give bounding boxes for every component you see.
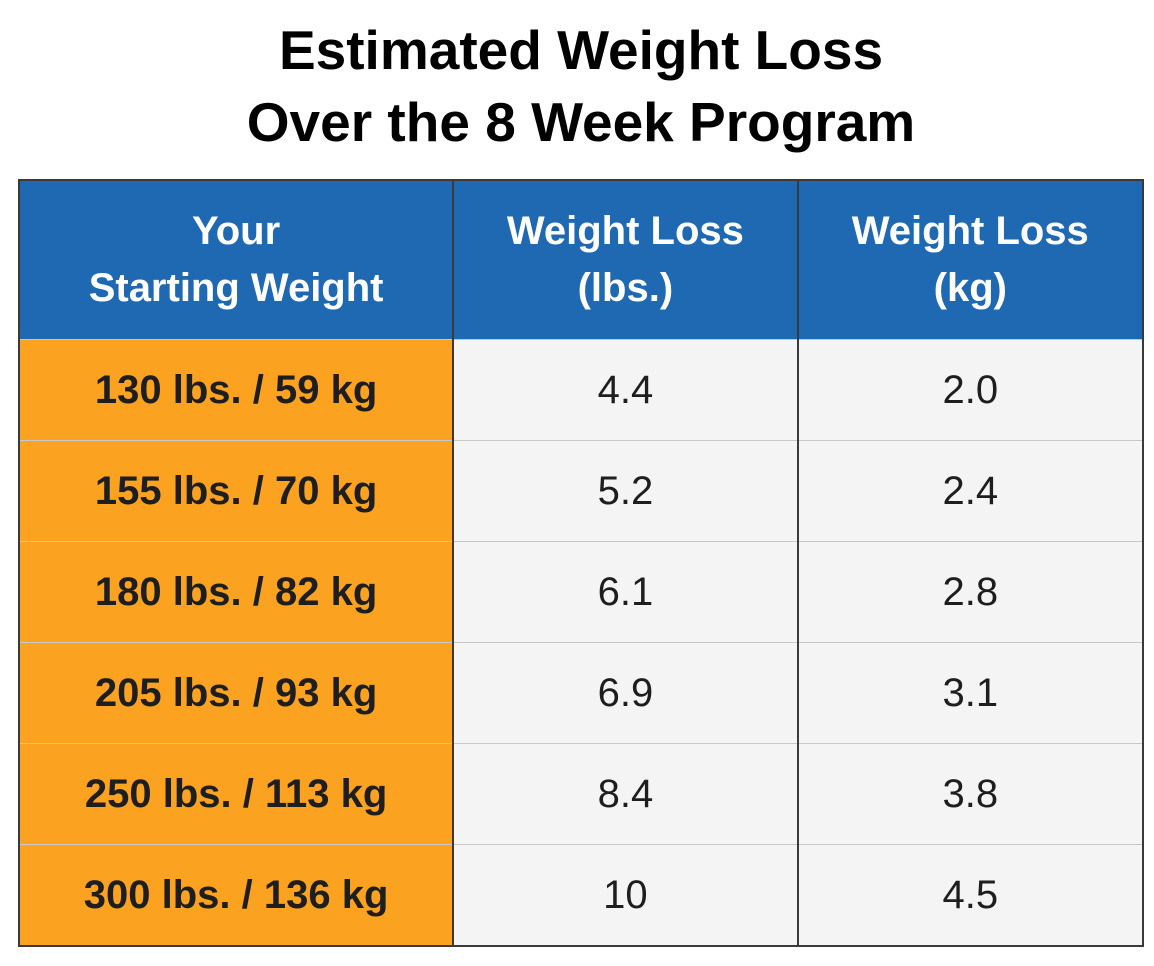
title-line-2: Over the 8 Week Program: [246, 91, 916, 153]
loss-lbs-cell: 10: [452, 844, 798, 946]
title-line-1: Estimated Weight Loss: [278, 19, 884, 81]
starting-weight-cell: 155 lbs. / 70 kg: [19, 440, 454, 542]
table-row: 155 lbs. / 70 kg 5.2 2.4: [19, 440, 1143, 542]
starting-weight-cell: 250 lbs. / 113 kg: [19, 743, 454, 845]
header-loss-lbs: Weight Loss (lbs.): [452, 180, 798, 340]
header-line: (lbs.): [577, 266, 674, 310]
header-line: Starting Weight: [88, 266, 384, 310]
table-row: 250 lbs. / 113 kg 8.4 3.8: [19, 743, 1143, 845]
table-row: 300 lbs. / 136 kg 10 4.5: [19, 844, 1143, 946]
header-line: Weight Loss: [851, 209, 1089, 253]
loss-kg-cell: 3.8: [796, 743, 1143, 845]
header-starting-weight: Your Starting Weight: [19, 180, 454, 340]
header-line: Your: [192, 209, 281, 253]
header-line: (kg): [933, 266, 1007, 310]
loss-lbs-cell: 5.2: [452, 440, 798, 542]
loss-kg-cell: 4.5: [796, 844, 1143, 946]
starting-weight-cell: 205 lbs. / 93 kg: [19, 642, 454, 744]
loss-lbs-cell: 4.4: [452, 339, 798, 441]
loss-kg-cell: 2.8: [796, 541, 1143, 643]
header-loss-kg: Weight Loss (kg): [796, 180, 1143, 340]
loss-lbs-cell: 6.1: [452, 541, 798, 643]
loss-kg-cell: 2.0: [796, 339, 1143, 441]
loss-lbs-cell: 6.9: [452, 642, 798, 744]
loss-kg-cell: 2.4: [796, 440, 1143, 542]
weight-loss-table: Your Starting Weight Weight Loss (lbs.) We…: [18, 179, 1144, 947]
table-row: 180 lbs. / 82 kg 6.1 2.8: [19, 541, 1143, 643]
table-row: 130 lbs. / 59 kg 4.4 2.0: [19, 339, 1143, 441]
page-title: Estimated Weight Loss Over the 8 Week Pr…: [0, 14, 1154, 158]
header-row: Your Starting Weight Weight Loss (lbs.) We…: [19, 180, 1143, 340]
starting-weight-cell: 130 lbs. / 59 kg: [19, 339, 454, 441]
header-line: Weight Loss: [506, 209, 744, 253]
loss-kg-cell: 3.1: [796, 642, 1143, 744]
starting-weight-cell: 180 lbs. / 82 kg: [19, 541, 454, 643]
starting-weight-cell: 300 lbs. / 136 kg: [19, 844, 454, 946]
table-row: 205 lbs. / 93 kg 6.9 3.1: [19, 642, 1143, 744]
loss-lbs-cell: 8.4: [452, 743, 798, 845]
